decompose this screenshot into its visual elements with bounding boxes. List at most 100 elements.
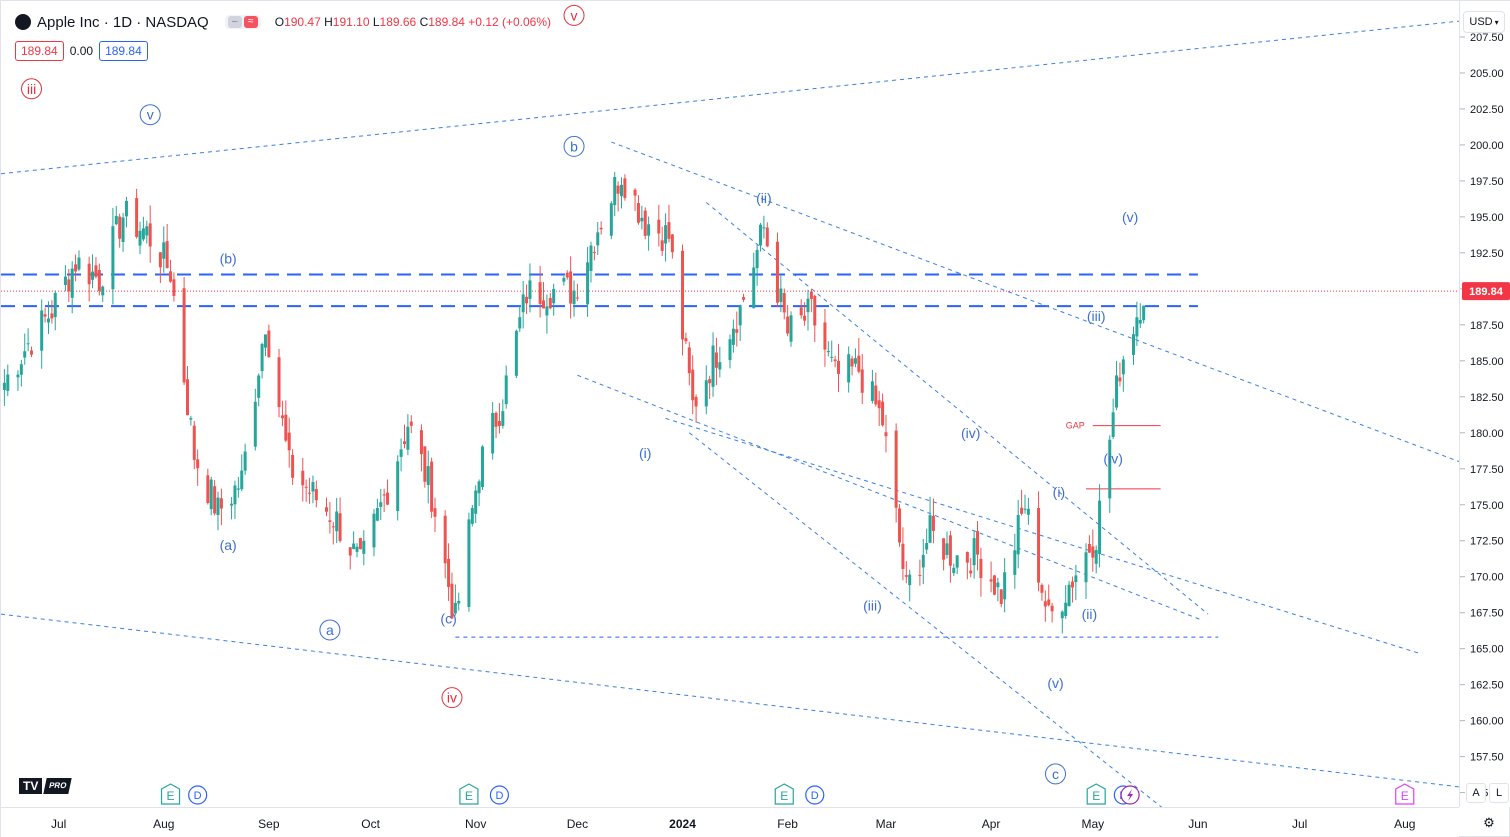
sell-price-button[interactable]: 189.84 — [15, 41, 64, 61]
price-axis[interactable]: 155.00157.50160.00162.50165.00167.50170.… — [1459, 1, 1510, 807]
candle-body — [1098, 500, 1102, 555]
candle-body — [263, 334, 267, 348]
wave-label: c — [1045, 763, 1067, 785]
candle-body — [870, 381, 874, 401]
ohlc-values: O190.47 H191.10 L189.66 C189.84 +0.12 (+… — [274, 15, 552, 29]
settings-gear-icon[interactable]: ⚙ — [1483, 815, 1495, 830]
candle-body — [874, 385, 878, 405]
candle-down — [775, 232, 779, 308]
candle-body — [1111, 412, 1115, 437]
candle-body — [1091, 546, 1095, 558]
x-tick-label: Jul — [51, 817, 66, 831]
auto-scale-button[interactable]: A — [1466, 783, 1486, 803]
candle-body — [647, 224, 651, 236]
candle-up — [521, 281, 525, 329]
candle-up — [1135, 301, 1139, 346]
candle-up — [372, 508, 376, 557]
candle-down — [691, 355, 695, 415]
candle-down — [565, 270, 569, 280]
candle-body — [1020, 507, 1024, 514]
candle-up — [1138, 303, 1142, 329]
candle-down — [992, 574, 996, 596]
candle-body — [348, 547, 352, 556]
currency-selector[interactable]: USD ▾ — [1463, 11, 1505, 33]
last-price-label: 189.84 — [1469, 286, 1504, 298]
buy-price-button[interactable]: 189.84 — [99, 41, 148, 61]
candle-body — [809, 291, 813, 299]
candle-body — [992, 575, 996, 595]
price-chart[interactable]: GAP iii v (b) (a) a (c) iv v b (i) (ii) (iii) (iv) (v… — [1, 1, 1459, 807]
tradingview-logo[interactable]: TV PRO — [19, 778, 89, 794]
y-tick-label: 177.50 — [1470, 464, 1504, 476]
candle-body — [660, 240, 664, 251]
candle-down — [823, 308, 827, 367]
candle-body — [687, 347, 691, 374]
earnings-event-icon: E — [1395, 783, 1415, 805]
time-axis[interactable]: Jul Aug Sep Oct Nov Dec 2024 Feb Mar Apr May Jun Jul… — [1, 807, 1459, 837]
candle-body — [1037, 508, 1041, 583]
candle-body — [955, 555, 959, 568]
candle-body — [1023, 508, 1027, 510]
dividend-event-icon: D — [489, 785, 510, 805]
candle-down — [687, 341, 691, 386]
market-status-chip[interactable]: – ≈ — [224, 15, 261, 29]
candle-up — [101, 285, 105, 302]
candle-body — [847, 354, 851, 383]
candle-body — [1013, 550, 1017, 575]
wave-labels-layer: iii v (b) (a) a (c) iv v b (i) (ii) (iii) (iv) (v) c (i… — [21, 4, 1138, 785]
candle-down — [267, 324, 271, 358]
candle-body — [1074, 575, 1078, 583]
x-tick-label: 2024 — [669, 817, 696, 831]
wave-label: (i) — [1053, 484, 1065, 500]
symbol-legend: Apple Inc · 1D · NASDAQ – ≈ O190.47 H191… — [15, 11, 551, 33]
candle-up — [111, 207, 115, 305]
wave-label-text: c — [1052, 766, 1059, 782]
candle-down — [382, 488, 386, 513]
candle-up — [1074, 564, 1078, 601]
candle-body — [837, 360, 841, 374]
candle-up — [260, 342, 264, 379]
candle-down — [979, 547, 983, 597]
candle-down — [1091, 529, 1095, 572]
candle-down — [538, 265, 542, 318]
candle-down — [1020, 489, 1024, 516]
candle-up — [908, 569, 912, 602]
wave-label-text: (iv) — [961, 425, 980, 441]
dividend-badge-letter: D — [811, 790, 819, 802]
candle-up — [596, 222, 600, 256]
candle-down — [1087, 535, 1091, 553]
candle-up — [996, 577, 1000, 602]
candle-down — [43, 307, 47, 323]
open-value: 190.47 — [284, 15, 321, 29]
candle-body — [257, 375, 261, 398]
candle-up — [528, 263, 532, 313]
candle-down — [74, 254, 78, 282]
candle-down — [497, 403, 501, 434]
candle-body — [609, 203, 613, 236]
candle-body — [667, 222, 671, 239]
candle-body — [931, 515, 935, 531]
candle-down — [667, 204, 671, 243]
candle-down — [901, 527, 905, 581]
log-scale-button[interactable]: L — [1489, 783, 1509, 803]
symbol-title[interactable]: Apple Inc · 1D · NASDAQ — [37, 13, 209, 31]
wave-label: v — [139, 104, 161, 126]
candle-down — [735, 311, 739, 347]
candle-up — [518, 304, 522, 333]
candle-down — [1050, 602, 1054, 623]
earnings-badge-shape — [1086, 783, 1106, 805]
candle-up — [1067, 580, 1071, 607]
candle-up — [1013, 533, 1017, 589]
wave-label: iv — [441, 687, 463, 709]
candle-up — [826, 341, 830, 357]
candle-down — [525, 284, 529, 315]
candle-down — [643, 207, 647, 240]
candle-body — [545, 306, 549, 316]
candle-down — [575, 283, 579, 302]
candle-body — [664, 225, 668, 244]
candle-body — [813, 295, 817, 326]
wave-label-text: (iii) — [1087, 308, 1106, 324]
candle-body — [30, 350, 34, 355]
candle-body — [976, 531, 980, 555]
candle-up — [972, 531, 976, 579]
